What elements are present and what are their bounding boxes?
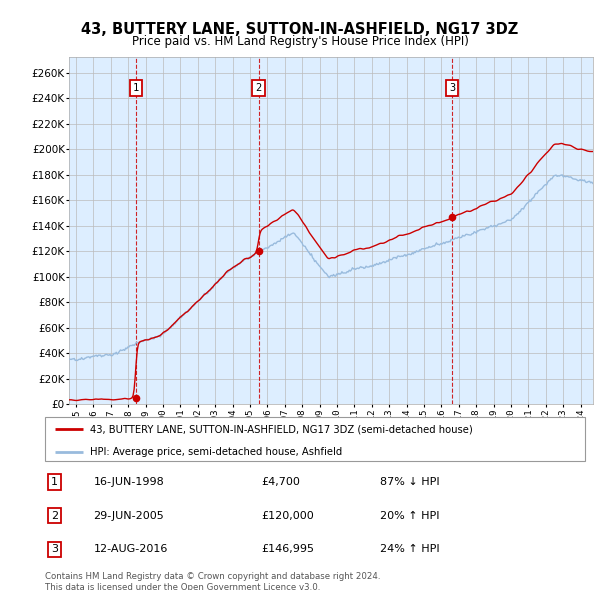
- Text: £4,700: £4,700: [261, 477, 300, 487]
- Text: 2: 2: [51, 511, 58, 520]
- Text: 24% ↑ HPI: 24% ↑ HPI: [380, 545, 439, 555]
- Text: 87% ↓ HPI: 87% ↓ HPI: [380, 477, 439, 487]
- Text: 1: 1: [51, 477, 58, 487]
- Text: 16-JUN-1998: 16-JUN-1998: [94, 477, 164, 487]
- Text: 43, BUTTERY LANE, SUTTON-IN-ASHFIELD, NG17 3DZ: 43, BUTTERY LANE, SUTTON-IN-ASHFIELD, NG…: [82, 22, 518, 37]
- Text: 20% ↑ HPI: 20% ↑ HPI: [380, 511, 439, 520]
- Text: 43, BUTTERY LANE, SUTTON-IN-ASHFIELD, NG17 3DZ (semi-detached house): 43, BUTTERY LANE, SUTTON-IN-ASHFIELD, NG…: [90, 424, 473, 434]
- Text: Contains HM Land Registry data © Crown copyright and database right 2024.
This d: Contains HM Land Registry data © Crown c…: [45, 572, 380, 590]
- Text: HPI: Average price, semi-detached house, Ashfield: HPI: Average price, semi-detached house,…: [90, 447, 342, 457]
- Text: 3: 3: [449, 83, 455, 93]
- Text: Price paid vs. HM Land Registry's House Price Index (HPI): Price paid vs. HM Land Registry's House …: [131, 35, 469, 48]
- Text: 29-JUN-2005: 29-JUN-2005: [94, 511, 164, 520]
- Text: £146,995: £146,995: [261, 545, 314, 555]
- Text: 2: 2: [256, 83, 262, 93]
- Text: 3: 3: [51, 545, 58, 555]
- Text: £120,000: £120,000: [261, 511, 314, 520]
- Text: 1: 1: [133, 83, 139, 93]
- Text: 12-AUG-2016: 12-AUG-2016: [94, 545, 168, 555]
